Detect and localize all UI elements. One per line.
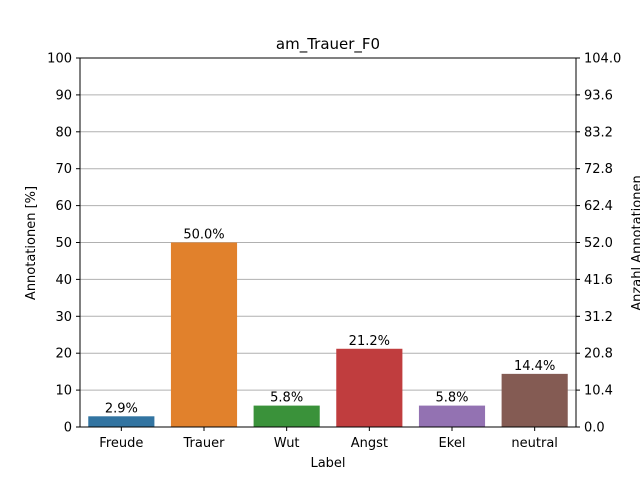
bar-trauer — [170, 242, 238, 427]
x-tick-label: neutral — [511, 436, 558, 451]
y2-tick-label: 72.8 — [584, 162, 613, 177]
x-axis-label: Label — [310, 456, 345, 471]
y-tick-label: 20 — [55, 347, 72, 362]
gridlines — [80, 94, 576, 391]
data-labels: 2.9% 50.0% 5.8% 21.2% 5.8% 14.4% — [105, 228, 556, 417]
data-label: 14.4% — [514, 359, 555, 374]
y-axis-right-ticks: 0.0 10.4 20.8 31.2 41.6 52.0 62.4 72.8 83.2 93.6 1… — [576, 52, 621, 436]
y-tick-label: 30 — [55, 310, 72, 325]
x-tick-label: Wut — [274, 436, 300, 451]
y2-tick-label: 10.4 — [584, 384, 613, 399]
y2-tick-label: 20.8 — [584, 347, 613, 362]
y2-tick-label: 83.2 — [584, 125, 613, 140]
bar-ekel — [418, 405, 486, 427]
data-label: 21.2% — [349, 334, 390, 349]
y-tick-label: 0 — [64, 421, 72, 436]
data-label: 2.9% — [105, 401, 138, 416]
bars — [88, 242, 568, 427]
y-tick-label: 60 — [55, 199, 72, 214]
x-tick-label: Trauer — [183, 436, 226, 451]
data-label: 5.8% — [270, 391, 303, 406]
data-label: 50.0% — [183, 228, 224, 243]
y-tick-label: 80 — [55, 125, 72, 140]
bar-wut — [253, 405, 320, 427]
y2-tick-label: 0.0 — [584, 421, 605, 436]
x-tick-label: Ekel — [439, 436, 466, 451]
data-label: 5.8% — [435, 391, 468, 406]
y-axis-left-ticks: 0 10 20 30 40 50 60 70 80 90 100 — [47, 52, 80, 436]
y-tick-label: 10 — [55, 384, 72, 399]
y2-tick-label: 93.6 — [584, 88, 613, 103]
y-tick-label: 90 — [55, 88, 72, 103]
y-tick-label: 40 — [55, 273, 72, 288]
x-tick-label: Angst — [351, 436, 388, 451]
x-tick-label: Freude — [99, 436, 143, 451]
y-axis-left-label: Annotationen [%] — [24, 186, 39, 300]
y2-tick-label: 41.6 — [584, 273, 613, 288]
y2-tick-label: 52.0 — [584, 236, 613, 251]
bar-freude — [88, 416, 155, 427]
y2-tick-label: 31.2 — [584, 310, 613, 325]
x-axis-ticks: Freude Trauer Wut Angst Ekel neutral — [99, 427, 558, 451]
bar-angst — [336, 348, 403, 427]
y-tick-label: 50 — [55, 236, 72, 251]
y2-tick-label: 62.4 — [584, 199, 613, 214]
y-tick-label: 70 — [55, 162, 72, 177]
bar-neutral — [501, 373, 568, 427]
chart-title: am_Trauer_F0 — [276, 35, 380, 54]
y-axis-right-label: Anzahl Annotationen — [630, 175, 640, 310]
y-tick-label: 100 — [47, 52, 72, 67]
y2-tick-label: 104.0 — [584, 52, 621, 67]
